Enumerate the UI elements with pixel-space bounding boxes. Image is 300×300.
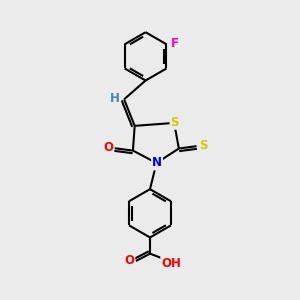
Text: O: O [124,254,134,267]
Text: S: S [170,116,179,129]
Text: N: N [152,157,162,169]
Text: H: H [110,92,120,105]
Text: S: S [199,139,207,152]
Text: OH: OH [161,256,181,270]
Text: O: O [103,141,113,154]
Text: F: F [171,37,179,50]
